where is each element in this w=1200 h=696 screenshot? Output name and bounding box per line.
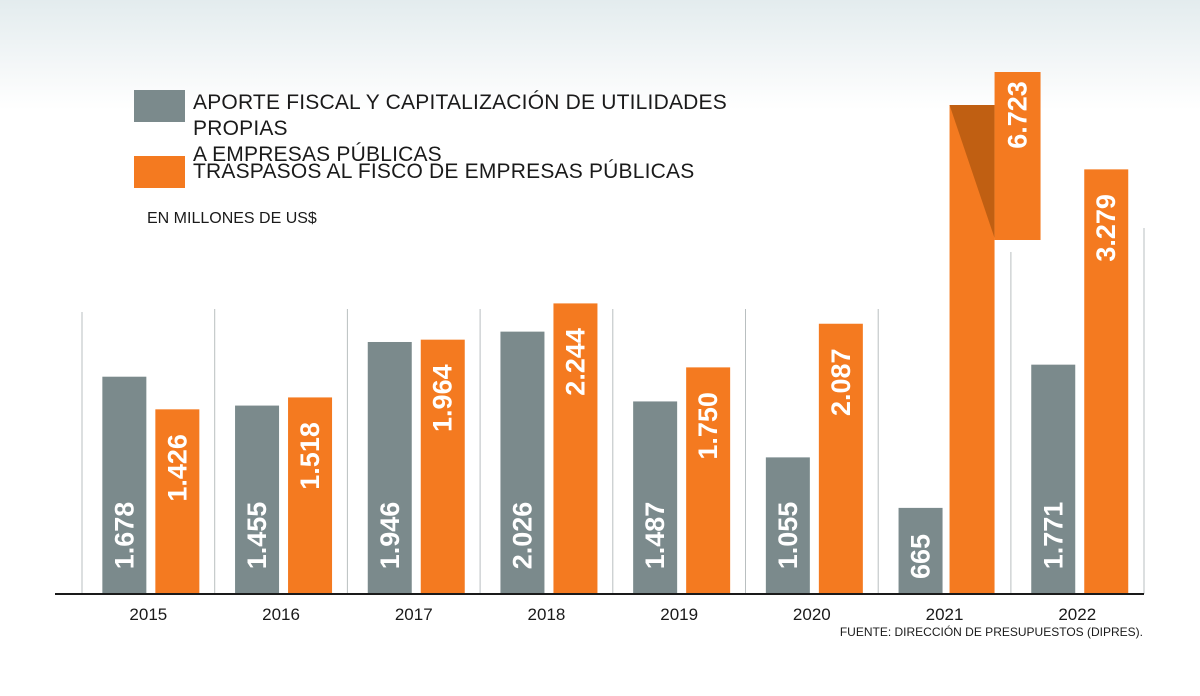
value-label-orange-2015: 1.426 — [162, 434, 192, 502]
value-label-gray-2022: 1.771 — [1038, 502, 1068, 570]
value-label-gray-2019: 1.487 — [640, 502, 670, 570]
value-label-orange-2017: 1.964 — [428, 364, 458, 432]
bar-orange-2018 — [553, 303, 598, 594]
x-tick-label-2016: 2016 — [262, 605, 300, 624]
legend-item-gray: APORTE FISCAL Y CAPITALIZACIÓN DE UTILID… — [134, 90, 793, 168]
legend-swatch-gray — [134, 90, 185, 122]
bar-gray-2018 — [500, 331, 545, 594]
value-label-orange-2019: 1.750 — [693, 392, 723, 460]
legend-swatch-orange — [134, 156, 185, 188]
value-label-gray-2015: 1.678 — [109, 502, 139, 570]
value-label-orange-2021: 6.723 — [1003, 81, 1033, 149]
bar-gray-2015 — [102, 376, 147, 594]
x-tick-label-2015: 2015 — [129, 605, 167, 624]
bar-gray-2017 — [367, 341, 412, 594]
bar-orange-2019 — [686, 367, 731, 594]
x-tick-label-2021: 2021 — [926, 605, 964, 624]
value-label-orange-2018: 2.244 — [560, 328, 590, 396]
bar-gray-2016 — [235, 405, 280, 594]
value-label-gray-2017: 1.946 — [375, 502, 405, 570]
value-label-gray-2021: 665 — [906, 534, 936, 579]
bar-orange-2020 — [818, 323, 863, 594]
bar-orange-overflow-box — [994, 72, 1041, 240]
value-label-gray-2018: 2.026 — [507, 502, 537, 570]
value-label-gray-2020: 1.055 — [773, 502, 803, 570]
bar-break-shade — [949, 105, 995, 238]
value-label-orange-2022: 3.279 — [1091, 194, 1121, 262]
bar-orange-2022 — [1084, 169, 1129, 594]
legend-label-gray-line2: A EMPRESAS PÚBLICAS — [193, 143, 442, 166]
bar-gray-2022 — [1031, 364, 1076, 594]
value-label-orange-2020: 2.087 — [826, 348, 856, 416]
legend-item-orange: TRASPASOS AL FISCO DE EMPRESAS PÚBLICAS — [134, 156, 793, 188]
x-tick-label-2017: 2017 — [395, 605, 433, 624]
legend-label-gray: APORTE FISCAL Y CAPITALIZACIÓN DE UTILID… — [193, 90, 793, 168]
value-label-gray-2016: 1.455 — [242, 502, 272, 570]
bar-orange-2016 — [288, 397, 333, 594]
x-tick-label-2018: 2018 — [528, 605, 566, 624]
bar-gray-2019 — [633, 401, 678, 594]
legend-label-orange: TRASPASOS AL FISCO DE EMPRESAS PÚBLICAS — [193, 160, 695, 183]
bar-gray-2020 — [765, 457, 810, 594]
source-note: FUENTE: DIRECCIÓN DE PRESUPUESTOS (DIPRE… — [839, 625, 1143, 639]
bar-gray-2021 — [898, 507, 943, 594]
value-label-orange-2016: 1.518 — [295, 422, 325, 490]
x-tick-label-2019: 2019 — [660, 605, 698, 624]
bar-orange-2015 — [155, 409, 200, 594]
legend-label-gray-line1: APORTE FISCAL Y CAPITALIZACIÓN DE UTILID… — [193, 91, 727, 140]
bar-orange-2017 — [420, 339, 465, 594]
x-tick-label-2022: 2022 — [1058, 605, 1096, 624]
unit-label: EN MILLONES DE US$ — [147, 210, 317, 227]
x-tick-label-2020: 2020 — [793, 605, 831, 624]
